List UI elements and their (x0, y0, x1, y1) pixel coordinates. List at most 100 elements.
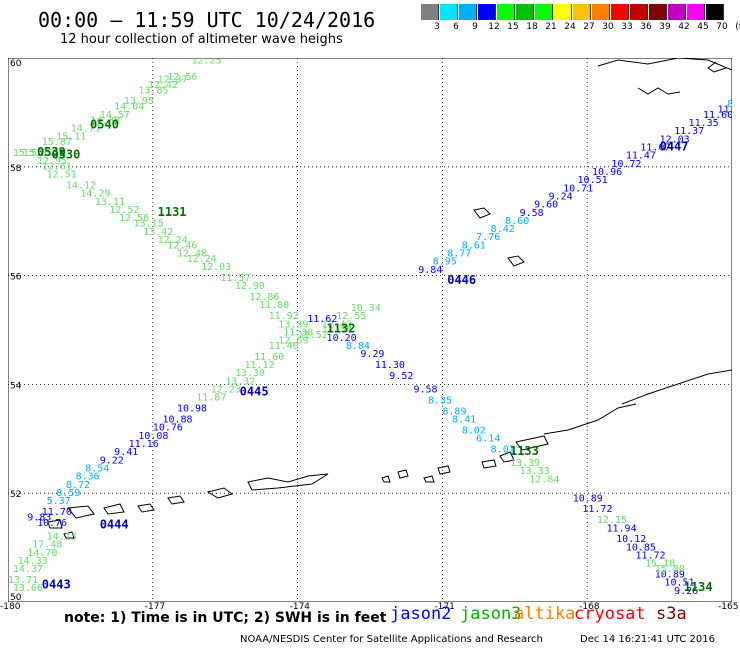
colorbar-label: 70 (716, 22, 728, 32)
colorbar-label: 39 (659, 22, 671, 32)
wave-height-value: 13.42 (143, 227, 173, 238)
wave-height-value: 9.41 (114, 447, 138, 458)
wave-height-value: 8.01 (491, 444, 515, 455)
lon-tick-label: -180 (0, 602, 21, 612)
wave-height-value: 11.52 (298, 330, 328, 341)
wave-height-value: 11.58 (322, 325, 352, 336)
wave-height-value: 10.89 (573, 493, 603, 504)
wave-height-value: 6.14 (476, 434, 500, 445)
colorbar-swatch (478, 4, 496, 20)
wave-height-value: 11.80 (259, 300, 289, 311)
footer-timestamp: Dec 14 16:21:41 UTC 2016 (580, 634, 715, 645)
wave-height-value: 8.35 (428, 395, 452, 406)
wave-height-value: 8.54 (85, 463, 109, 474)
lat-tick-label: 54 (10, 381, 22, 391)
wave-height-value: 11.57 (220, 273, 250, 284)
wave-height-value: 15.18 (645, 559, 675, 570)
wave-height-value: 12.46 (167, 240, 197, 251)
altimeter-map: 12.2512.5612.3712.4213.8513.9514.0414.57… (8, 58, 732, 602)
wave-height-value: 9.60 (534, 200, 558, 211)
wave-height-value: 15.87 (42, 137, 72, 148)
wave-height-value: 13.33 (520, 466, 550, 477)
pass-time-label: 1133 (510, 444, 539, 458)
wave-height-value: 11.30 (375, 360, 405, 371)
wave-height-value: 11.37 (674, 126, 704, 137)
wave-height-value: 8.41 (452, 414, 476, 425)
pass-time-label: 0530 (51, 148, 80, 162)
wave-height-value: 11.12 (245, 360, 275, 371)
wave-height-value: 13.15 (133, 219, 163, 230)
wave-height-value: 14.57 (100, 110, 130, 121)
wave-height-value: 12.84 (529, 474, 559, 485)
wave-height-value: 9.58 (413, 385, 437, 396)
footer-credit: NOAA/NESDIS Center for Satellite Applica… (240, 634, 543, 645)
coastline-segment (473, 207, 491, 219)
mission-cryosat: cryosat (574, 604, 646, 624)
coastline-segment (381, 475, 391, 483)
wave-height-value: 14.12 (66, 181, 96, 192)
colorbar-label: 3 (434, 22, 440, 32)
wave-height-value: 10.76 (153, 423, 183, 434)
wave-height-value: 14.70 (27, 548, 57, 559)
wave-height-value: 10.76 (37, 518, 67, 529)
wave-height-value: 8.59 (56, 488, 80, 499)
wave-height-value: 13.71 (8, 575, 38, 586)
colorbar-label: 15 (507, 22, 519, 32)
wave-height-value: 10.88 (162, 414, 192, 425)
wave-height-value: 10.71 (563, 183, 593, 194)
wave-height-value: 8.61 (462, 240, 486, 251)
wave-height-value: 10.12 (616, 534, 646, 545)
colorbar-swatch (649, 4, 667, 20)
lat-tick-label: 52 (10, 490, 21, 500)
wave-height-value: 13.85 (138, 85, 168, 96)
lat-tick-label: 50 (10, 593, 22, 602)
coastline-segment (137, 503, 155, 513)
coastline-segment (507, 255, 525, 267)
mission-altika: altika (514, 604, 576, 624)
lon-tick-label: -171 (434, 602, 455, 612)
wave-height-value: 14.38 (90, 115, 120, 126)
wave-height-value: 12.23 (211, 385, 241, 396)
colorbar-label: 45 (697, 22, 709, 32)
coastline-segment (637, 87, 681, 95)
wave-height-value: 11.94 (607, 523, 637, 534)
wave-height-value: 12.90 (235, 281, 265, 292)
page-subtitle: 12 hour collection of altimeter wave hei… (60, 32, 343, 47)
wave-height-value: 12.42 (148, 80, 178, 91)
lon-tick-label: -168 (579, 602, 600, 612)
lat-tick-label: 56 (10, 273, 22, 283)
coastline-segment (597, 58, 732, 71)
wave-height-value: 11.35 (689, 118, 719, 129)
wave-height-labels: 12.2512.5612.3712.4213.8513.9514.0414.57… (8, 58, 732, 597)
wave-height-value: 14.71 (71, 123, 101, 134)
wave-height-value: 10.72 (611, 159, 641, 170)
colorbar-swatch (611, 4, 629, 20)
wave-height-value: 11.62 (307, 314, 337, 325)
colorbar-label: 21 (545, 22, 557, 32)
map-frame (8, 58, 732, 602)
pass-time-label: 1134 (684, 580, 713, 594)
wave-height-value: 14.33 (18, 556, 48, 567)
pass-time-label: 0446 (447, 273, 476, 287)
wave-height-value: 12.56 (167, 72, 197, 83)
colorbar-swatch (668, 4, 686, 20)
wave-height-value: 13.11 (95, 197, 125, 208)
coastline-segment (515, 435, 549, 451)
wave-height-value: 12.43 (322, 319, 352, 330)
wave-height-value: 8.42 (491, 224, 515, 235)
pass-time-label: 0445 (240, 384, 269, 398)
wave-height-value: 11.72 (582, 504, 612, 515)
colorbar-label: 30 (602, 22, 614, 32)
coastline-segment (481, 459, 497, 469)
pass-time-label: 0443 (42, 577, 71, 591)
wave-height-value: 7.76 (476, 232, 500, 243)
wave-height-value: 11.72 (635, 550, 665, 561)
wave-height-value: 10.89 (655, 570, 685, 581)
wave-height-value: 12.55 (336, 311, 366, 322)
wave-height-value: 8.02 (462, 425, 486, 436)
wave-height-value: 11.92 (269, 311, 299, 322)
colorbar-swatch (630, 4, 648, 20)
colorbar-swatch (535, 4, 553, 20)
wave-height-value: 8.36 (76, 472, 100, 483)
wave-height-value: 12.03 (660, 134, 690, 145)
